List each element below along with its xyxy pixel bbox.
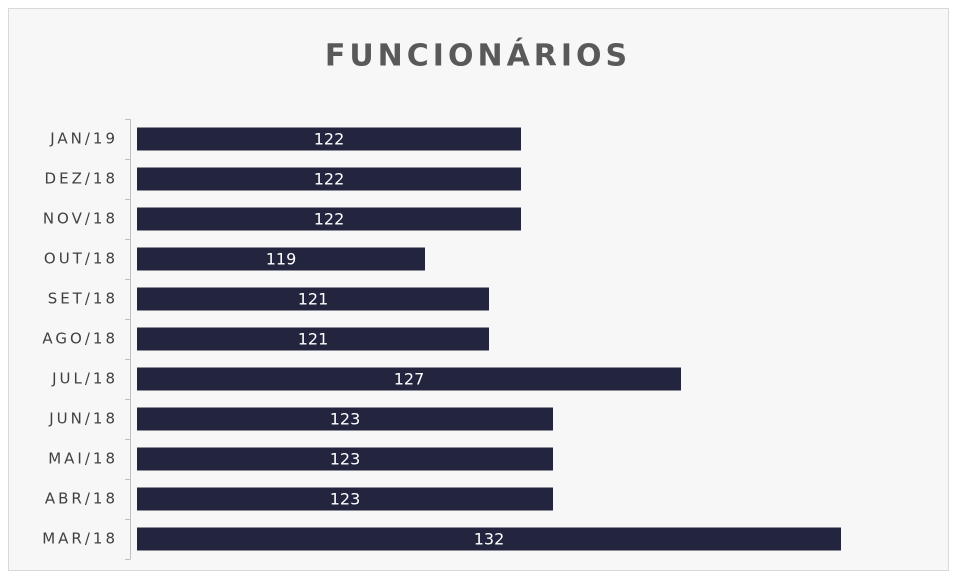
data-label: 123 xyxy=(330,490,361,509)
bar xyxy=(137,167,521,191)
y-tick-label: JUL/18 xyxy=(51,370,118,388)
data-label: 127 xyxy=(394,370,425,389)
y-tick-label: NOV/18 xyxy=(43,210,118,228)
bar xyxy=(137,487,553,511)
data-label: 123 xyxy=(330,410,361,429)
y-tick-label: JAN/19 xyxy=(49,130,118,148)
y-tick-label: MAI/18 xyxy=(48,450,118,468)
y-tick-label: ABR/18 xyxy=(45,490,118,508)
bar xyxy=(137,207,521,231)
bar xyxy=(137,527,841,551)
data-label: 122 xyxy=(314,170,345,189)
y-tick-label: JUN/18 xyxy=(48,410,118,428)
data-label: 121 xyxy=(298,290,329,309)
data-label: 121 xyxy=(298,330,329,349)
bar xyxy=(137,247,425,271)
bar xyxy=(137,407,553,431)
chart-title: FUNCIONÁRIOS xyxy=(325,38,631,74)
bar xyxy=(137,447,553,471)
data-label: 122 xyxy=(314,130,345,149)
data-label: 123 xyxy=(330,450,361,469)
bar xyxy=(137,367,681,391)
y-tick-label: AGO/18 xyxy=(42,330,118,348)
bar xyxy=(137,327,489,351)
y-tick-label: SET/18 xyxy=(48,290,118,308)
y-tick-label: MAR/18 xyxy=(42,530,118,548)
y-tick-label: DEZ/18 xyxy=(45,170,118,188)
data-label: 122 xyxy=(314,210,345,229)
data-label: 119 xyxy=(266,250,297,269)
y-tick-label: OUT/18 xyxy=(44,250,118,268)
bar xyxy=(137,287,489,311)
bar xyxy=(137,127,521,151)
data-label: 132 xyxy=(474,530,505,549)
